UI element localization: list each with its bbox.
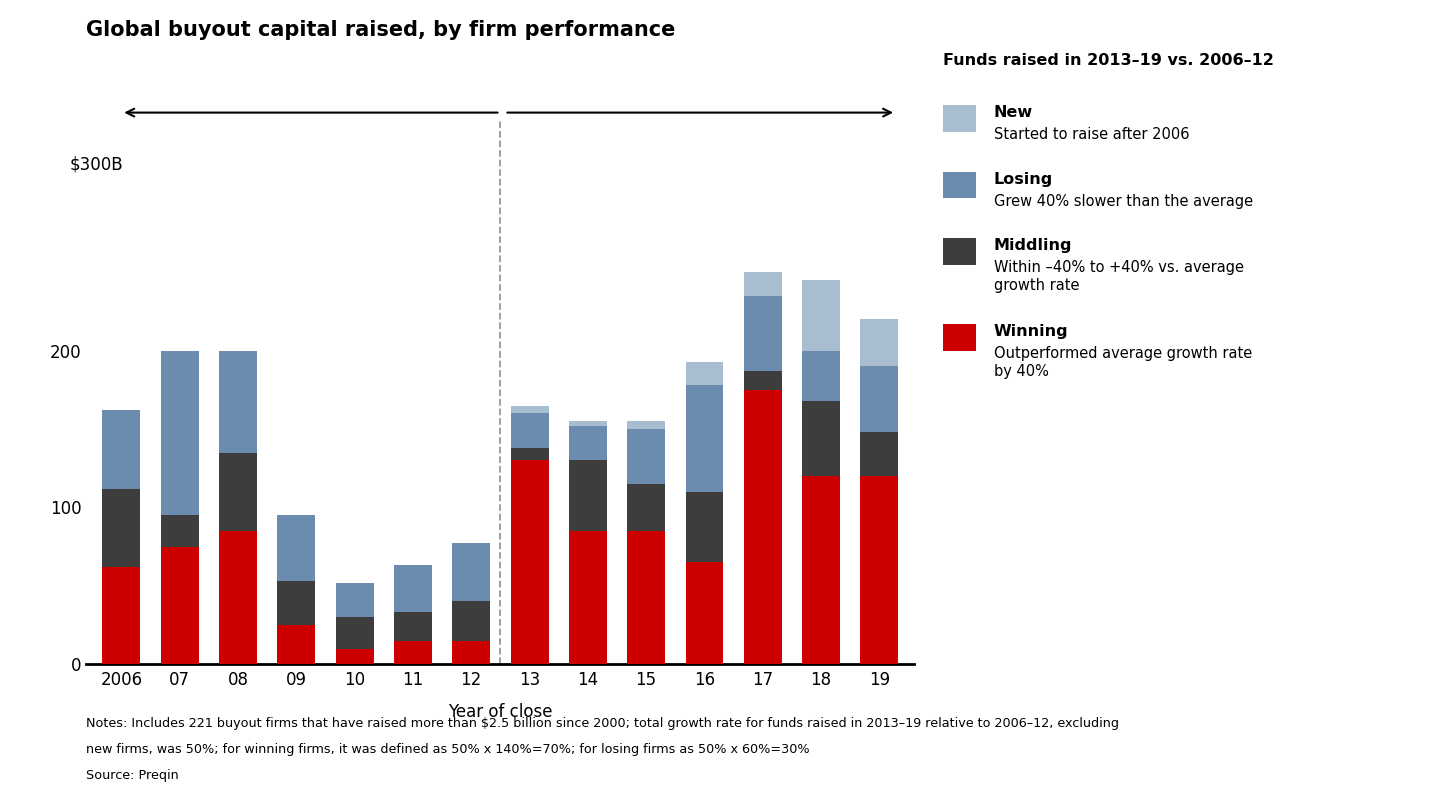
Text: Grew 40% slower than the average: Grew 40% slower than the average	[994, 194, 1253, 209]
Bar	[628, 484, 665, 531]
Bar	[161, 547, 199, 664]
Bar	[628, 429, 665, 484]
Bar	[452, 641, 490, 664]
Text: Global buyout capital raised, by firm performance: Global buyout capital raised, by firm pe…	[86, 20, 675, 40]
Bar	[861, 476, 899, 664]
Text: Losing: Losing	[994, 172, 1053, 187]
Bar	[336, 582, 373, 617]
Bar	[744, 272, 782, 296]
Bar	[395, 612, 432, 641]
Bar	[569, 460, 606, 531]
Bar	[161, 515, 199, 547]
Bar	[744, 371, 782, 390]
Text: Outperformed average growth rate: Outperformed average growth rate	[994, 346, 1251, 361]
Bar	[452, 544, 490, 602]
Bar	[569, 421, 606, 426]
Bar	[511, 460, 549, 664]
Bar	[219, 531, 256, 664]
Bar	[395, 641, 432, 664]
Text: Funds raised in 2013–19 vs. 2006–12: Funds raised in 2013–19 vs. 2006–12	[943, 53, 1274, 68]
Text: Started to raise after 2006: Started to raise after 2006	[994, 127, 1189, 143]
Bar	[278, 625, 315, 664]
Bar	[685, 385, 723, 492]
Bar	[219, 351, 256, 453]
Bar	[452, 602, 490, 641]
Bar	[511, 448, 549, 460]
Bar	[685, 562, 723, 664]
X-axis label: Year of close: Year of close	[448, 703, 553, 721]
Bar	[511, 406, 549, 413]
Bar	[278, 515, 315, 581]
Bar	[336, 617, 373, 649]
Bar	[861, 366, 899, 433]
Bar	[685, 492, 723, 562]
Bar	[219, 453, 256, 531]
Bar	[161, 351, 199, 515]
Text: Within –40% to +40% vs. average: Within –40% to +40% vs. average	[994, 260, 1244, 275]
Bar	[802, 351, 840, 401]
Text: Winning: Winning	[994, 324, 1068, 339]
Bar	[278, 581, 315, 625]
Bar	[336, 649, 373, 664]
Bar	[395, 565, 432, 612]
Bar	[511, 413, 549, 448]
Bar	[569, 531, 606, 664]
Text: $300B: $300B	[69, 156, 124, 173]
Text: Source: Preqin: Source: Preqin	[86, 769, 179, 782]
Bar	[569, 426, 606, 460]
Bar	[744, 296, 782, 371]
Bar	[102, 567, 140, 664]
Bar	[802, 280, 840, 351]
Text: New: New	[994, 105, 1032, 121]
Text: growth rate: growth rate	[994, 278, 1079, 293]
Text: Middling: Middling	[994, 238, 1073, 254]
Text: new firms, was 50%; for winning firms, it was defined as 50% x 140%=70%; for los: new firms, was 50%; for winning firms, i…	[86, 743, 811, 756]
Bar	[628, 531, 665, 664]
Bar	[102, 488, 140, 567]
Bar	[802, 401, 840, 476]
Bar	[744, 390, 782, 664]
Bar	[861, 319, 899, 366]
Bar	[802, 476, 840, 664]
Bar	[685, 361, 723, 385]
Text: Notes: Includes 221 buyout firms that have raised more than $2.5 billion since 2: Notes: Includes 221 buyout firms that ha…	[86, 717, 1119, 730]
Bar	[102, 410, 140, 488]
Text: by 40%: by 40%	[994, 364, 1048, 379]
Bar	[628, 421, 665, 429]
Bar	[861, 433, 899, 476]
